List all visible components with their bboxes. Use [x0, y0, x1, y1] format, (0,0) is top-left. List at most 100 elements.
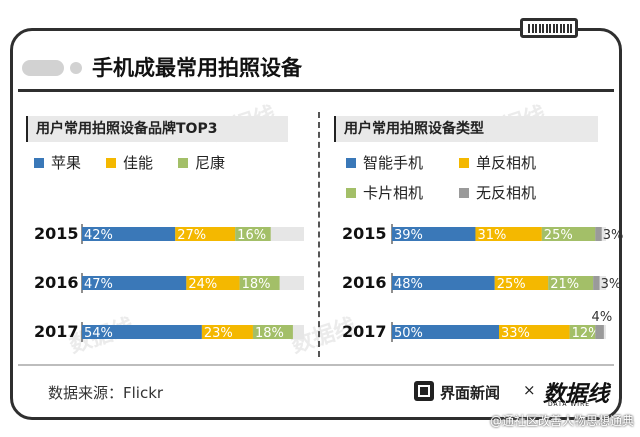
barcode-stripe	[563, 24, 565, 33]
chart-right: 2015 39% 31% 25% 3% 2016 48% 25% 21% 3% 2017 50% 33%…	[342, 224, 624, 342]
barcode-stripe	[566, 24, 569, 33]
bar-segment	[593, 276, 600, 290]
legend-swatch	[459, 188, 469, 198]
bar-segment	[252, 325, 293, 339]
bar-segment	[392, 227, 476, 241]
bar-segment	[595, 227, 602, 241]
category-label: 2016	[342, 273, 387, 292]
legend-swatch	[346, 158, 356, 168]
bar-value-label: 25%	[544, 228, 573, 243]
bar-segment	[541, 227, 596, 241]
bar-value-label: 18%	[242, 277, 271, 292]
barcode-stripe	[538, 24, 541, 33]
category-label: 2017	[342, 322, 387, 341]
legend-swatch	[106, 158, 116, 168]
bar-segment	[82, 325, 202, 339]
legend-label: 尼康	[195, 154, 226, 172]
brand-times: ×	[523, 381, 536, 399]
bar-value-label: 23%	[204, 326, 233, 341]
legend-label: 佳能	[123, 154, 154, 172]
footer-divider	[18, 364, 614, 366]
infographic-card	[10, 28, 622, 420]
bar-value-label: 24%	[188, 277, 217, 292]
page-title: 手机成最常用拍照设备	[92, 56, 302, 80]
bottom-strip	[0, 420, 640, 437]
legend-label: 无反相机	[476, 184, 537, 202]
bar-value-label: 47%	[84, 277, 113, 292]
bar-value-label: 48%	[394, 277, 423, 292]
bar-value-label: 25%	[497, 277, 526, 292]
decorative-pill	[22, 60, 64, 76]
chart-left: 2015 42% 27% 16% 2016 47% 24% 18% 2017 54% 23% 18%	[34, 224, 304, 342]
barcode-stripe	[545, 24, 548, 33]
bar-segment	[175, 227, 236, 241]
image-credit: @通社区改善人物思想通典	[489, 414, 634, 428]
bar-value-label: 3%	[601, 277, 622, 292]
panel-divider	[318, 112, 320, 357]
barcode-stripe	[549, 24, 551, 33]
barcode-stripe	[552, 24, 555, 33]
category-label: 2015	[34, 224, 79, 243]
bar-value-label: 12%	[572, 326, 601, 341]
legend-item: 卡片相机	[346, 183, 423, 203]
bar-value-label: 21%	[550, 277, 579, 292]
legend-label: 卡片相机	[363, 184, 424, 202]
barcode-stripe	[556, 24, 558, 33]
chart-left-title: 用户常用拍照设备品牌TOP3	[26, 116, 288, 142]
legend-item: 无反相机	[459, 183, 536, 203]
bar-value-label: 31%	[477, 228, 506, 243]
bar-value-label: 50%	[394, 326, 423, 341]
legend-item: 尼康	[178, 153, 225, 173]
legend-label: 智能手机	[363, 154, 424, 172]
legend-item: 佳能	[106, 153, 153, 173]
legend-label: 苹果	[51, 154, 82, 172]
bar-value-label: 18%	[255, 326, 284, 341]
bar-value-label: 42%	[84, 228, 113, 243]
bar-segment	[595, 325, 604, 339]
jiemian-logo-icon	[414, 381, 434, 401]
partner-logo-sub: DATA WIRE	[548, 401, 591, 408]
bar-segment	[186, 276, 240, 290]
legend-swatch	[459, 158, 469, 168]
barcode-stripe	[542, 24, 544, 33]
chart-right-title: 用户常用拍照设备类型	[334, 116, 598, 142]
bar-segment	[82, 227, 176, 241]
bar-value-label: 16%	[237, 228, 266, 243]
partner-logo: 数据线	[543, 382, 610, 407]
bar-value-label: 27%	[177, 228, 206, 243]
bar-segment	[392, 325, 499, 339]
barcode-stripe	[528, 24, 530, 33]
bar-segment	[201, 325, 253, 339]
legend-label: 单反相机	[476, 154, 537, 172]
legend-item: 智能手机	[346, 153, 423, 173]
bar-value-label: 39%	[394, 228, 423, 243]
legend-swatch	[34, 158, 44, 168]
legend-item: 苹果	[34, 153, 81, 173]
card-clip-icon	[520, 18, 578, 38]
header-divider	[18, 89, 614, 92]
legend-item: 单反相机	[459, 153, 536, 173]
bar-value-label: 54%	[84, 326, 113, 341]
bar-segment	[475, 227, 542, 241]
barcode-stripe	[570, 24, 572, 33]
bar-segment	[499, 325, 570, 339]
bar-value-label: 3%	[603, 228, 624, 243]
bar-segment	[548, 276, 594, 290]
legend-swatch	[178, 158, 188, 168]
category-label: 2017	[34, 322, 79, 341]
bar-value-label: 33%	[501, 326, 530, 341]
bar-segment	[239, 276, 280, 290]
barcode-stripe	[535, 24, 537, 33]
barcode-stripe	[531, 24, 534, 33]
bar-segment	[569, 325, 596, 339]
brand-name: 界面新闻	[440, 384, 501, 402]
category-label: 2015	[342, 224, 387, 243]
decorative-dot	[70, 62, 82, 74]
source-text: 数据来源：Flickr	[48, 384, 164, 402]
bar-value-label: 4%	[592, 310, 613, 325]
barcode-stripe	[559, 24, 562, 33]
bar-segment	[82, 276, 187, 290]
bar-segment	[494, 276, 549, 290]
legend-swatch	[346, 188, 356, 198]
bar-segment	[235, 227, 271, 241]
